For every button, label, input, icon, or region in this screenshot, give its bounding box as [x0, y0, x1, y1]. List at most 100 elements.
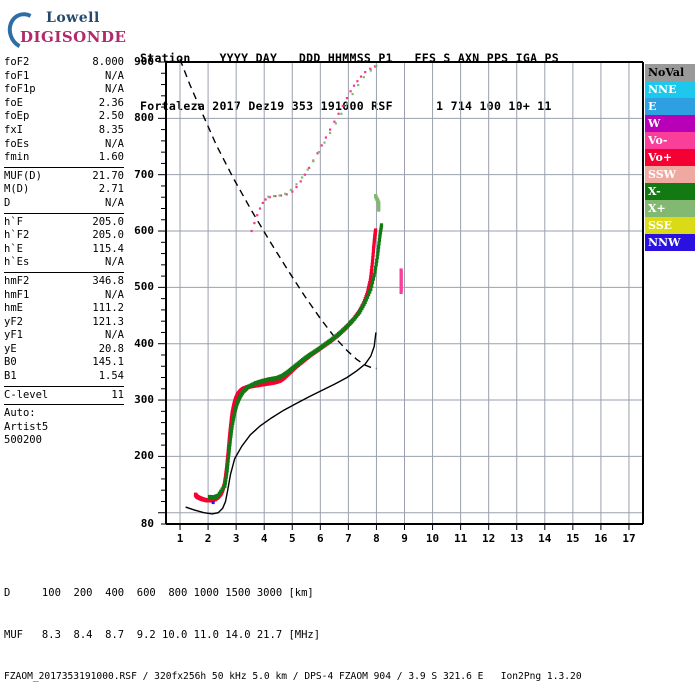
param-group-divider [4, 212, 124, 214]
param-row: B1 1.54 [4, 370, 124, 384]
x-tick-label: 9 [401, 532, 408, 545]
y-tick-label: 500 [134, 280, 154, 294]
param-value: N/A [105, 196, 124, 209]
param-value: 115.4 [92, 242, 124, 255]
legend-item-x-[interactable]: X+ [645, 200, 695, 217]
auto-scaler-line: 500200 [4, 434, 42, 447]
param-key: C-level [4, 388, 49, 401]
legend-item-sse[interactable]: SSE [645, 217, 695, 234]
param-key: yF1 [4, 329, 23, 342]
param-key: foEp [4, 110, 30, 123]
lowell-digisonde-logo: Lowell DIGISONDE [2, 7, 127, 55]
series-2 [250, 65, 377, 233]
y-tick-label: 800 [134, 111, 154, 125]
footer-distance-row: D 100 200 400 600 800 1000 1500 3000 [km… [4, 587, 314, 599]
grid-lines [166, 61, 643, 524]
x-tick-label: 10 [425, 532, 440, 545]
param-value: 2.36 [98, 96, 124, 109]
param-key: yE [4, 342, 17, 355]
y-tick-label: 600 [134, 224, 154, 238]
x-tick-label: 13 [510, 532, 524, 545]
echo-nnw-pixel [211, 501, 215, 505]
param-key: yF2 [4, 315, 23, 328]
param-row: foF1p N/A [4, 83, 124, 97]
x-tick-label: 12 [482, 532, 496, 545]
legend-item-x-[interactable]: X- [645, 183, 695, 200]
param-key: h`E [4, 242, 23, 255]
x-tick-label: 11 [453, 532, 468, 545]
param-value: 205.0 [92, 215, 124, 228]
legend-item-noval[interactable]: NoVal [645, 64, 695, 81]
param-row: B0 145.1 [4, 356, 124, 370]
x-tick-label: 4 [260, 532, 268, 545]
param-row: h`F 205.0 [4, 216, 124, 230]
param-key: foE [4, 96, 23, 109]
param-row: M(D) 2.71 [4, 183, 124, 197]
y-tick-label: 700 [134, 167, 154, 181]
param-key: h`Es [4, 256, 30, 269]
param-value: 1.60 [98, 151, 124, 164]
plot-frame [165, 61, 644, 525]
param-value: N/A [105, 256, 124, 269]
axis-labels: 80 200 300 400 500 600 700 800 900 1 2 3 4 5 6 7 8 9 10 11 1… [134, 55, 636, 545]
y-tick-label: 300 [134, 393, 154, 407]
auto-scaler-line: Auto: [4, 407, 36, 420]
ionospheric-parameters-table: foF2 8.000 foF1 N/A foF1p N/A foE 2.36 foEp 2.50 f… [4, 56, 124, 448]
param-row: h`F2 205.0 [4, 229, 124, 243]
logo-lowell-text: Lowell [46, 10, 100, 26]
param-value: N/A [105, 69, 124, 82]
param-key: fmin [4, 151, 30, 164]
param-row: foEp 2.50 [4, 110, 124, 124]
param-value: 346.8 [92, 274, 124, 287]
param-row: fmin 1.60 [4, 151, 124, 165]
param-group-divider [4, 166, 124, 168]
param-row: yF1 N/A [4, 329, 124, 343]
ionogram-canvas[interactable] [0, 0, 700, 600]
legend-item-nne[interactable]: NNE [645, 81, 695, 98]
ionogram-plot[interactable] [0, 0, 700, 600]
param-value: N/A [105, 288, 124, 301]
legend-item-nnw[interactable]: NNW [645, 234, 695, 251]
legend-item-w[interactable]: W [645, 115, 695, 132]
param-row: foE 2.36 [4, 97, 124, 111]
param-value: 8.000 [92, 56, 124, 68]
legend-item-vo-[interactable]: Vo- [645, 132, 695, 149]
series-5 [374, 194, 381, 212]
legend-item-ssw[interactable]: SSW [645, 166, 695, 183]
footer-muf-row: MUF 8.3 8.4 8.7 9.2 10.0 11.0 14.0 21.7 … [4, 629, 321, 641]
param-row: h`Es N/A [4, 256, 124, 270]
param-row: C-level 11 [4, 389, 124, 403]
auto-scaler-line: Artist5 [4, 420, 49, 433]
param-row: yF2 121.3 [4, 316, 124, 330]
polarization-legend: NoVal NNE E W Vo- Vo+ SSW X- X+ SSE NNW [645, 64, 695, 251]
y-tick-label: 900 [134, 55, 154, 68]
param-value: 2.50 [98, 110, 124, 123]
param-value: 2.71 [98, 183, 124, 196]
param-row: foF2 8.000 [4, 56, 124, 70]
param-key: B1 [4, 370, 17, 383]
param-value: 111.2 [92, 302, 124, 315]
param-key: M(D) [4, 183, 30, 196]
param-key: hmF1 [4, 288, 30, 301]
legend-item-vo-[interactable]: Vo+ [645, 149, 695, 166]
param-key: foF1 [4, 69, 30, 82]
x-tick-label: 17 [622, 532, 636, 545]
param-row: D N/A [4, 197, 124, 211]
series-1 [207, 223, 384, 500]
legend-item-e[interactable]: E [645, 98, 695, 115]
param-value: 205.0 [92, 229, 124, 242]
series-4 [399, 268, 403, 294]
param-row: foEs N/A [4, 138, 124, 152]
param-value: 121.3 [92, 315, 124, 328]
param-row: MUF(D) 21.70 [4, 170, 124, 184]
curve-muf [179, 58, 377, 370]
param-value: 11 [111, 388, 124, 401]
x-tick-label: 16 [594, 532, 608, 545]
param-key: B0 [4, 356, 17, 369]
param-key: h`F [4, 215, 23, 228]
footer-file-row: FZAOM_2017353191000.RSF / 320fx256h 50 k… [4, 671, 582, 682]
param-row: hmE 111.2 [4, 302, 124, 316]
footer-info: D 100 200 400 600 800 1000 1500 3000 [km… [4, 558, 582, 698]
param-value: N/A [105, 137, 124, 150]
logo-digisonde-text: DIGISONDE [20, 28, 127, 46]
